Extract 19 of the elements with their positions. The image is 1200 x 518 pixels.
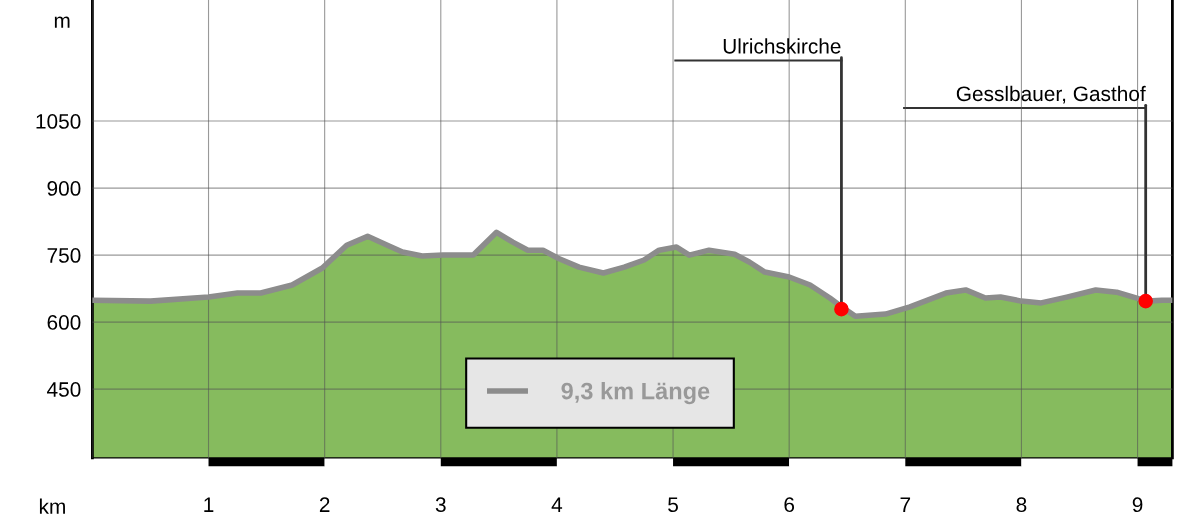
x-tick-label: 3 [435, 497, 446, 513]
x-tick-label: 6 [784, 497, 795, 513]
x-tick-label: 9 [1132, 497, 1143, 513]
x-tick-label: 7 [900, 497, 911, 512]
x-tick-label: 4 [551, 497, 563, 512]
x-tick-label: 1 [204, 497, 214, 512]
y-tick-label: 600 [47, 315, 81, 330]
annotation: Ulrichskirche [723, 38, 841, 54]
y-axis-title: m [54, 16, 70, 28]
y-tick-label: 1050 [36, 114, 81, 129]
y-tick-label: 900 [47, 181, 81, 196]
y-tick-label: 450 [47, 382, 81, 397]
x-tick-label: 2 [319, 497, 330, 512]
annotation: Gesslbauer, Gasthof [956, 85, 1146, 104]
x-tick-label: 5 [668, 497, 678, 513]
legend-label: 9,3 km Länge [561, 382, 710, 405]
x-axis-title: km [39, 498, 65, 514]
x-tick-label: 8 [1016, 497, 1027, 513]
y-tick-label: 750 [47, 248, 81, 263]
